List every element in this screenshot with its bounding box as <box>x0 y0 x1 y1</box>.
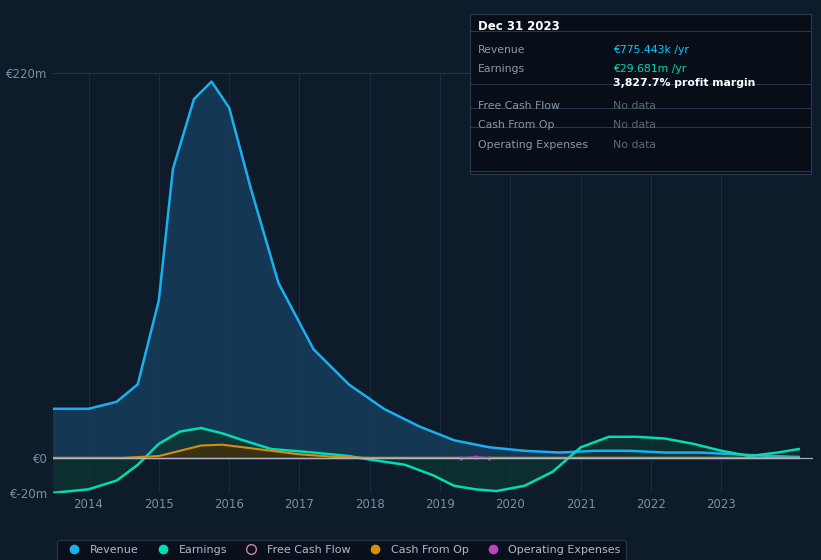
Text: Earnings: Earnings <box>478 64 525 74</box>
Text: Revenue: Revenue <box>478 45 525 55</box>
Text: €775.443k /yr: €775.443k /yr <box>613 45 689 55</box>
Text: Operating Expenses: Operating Expenses <box>478 140 588 150</box>
Text: Free Cash Flow: Free Cash Flow <box>478 101 560 111</box>
Text: Cash From Op: Cash From Op <box>478 120 554 130</box>
Text: Dec 31 2023: Dec 31 2023 <box>478 20 560 32</box>
Text: 3,827.7% profit margin: 3,827.7% profit margin <box>613 78 755 88</box>
Text: No data: No data <box>613 101 656 111</box>
Legend: Revenue, Earnings, Free Cash Flow, Cash From Op, Operating Expenses: Revenue, Earnings, Free Cash Flow, Cash … <box>57 540 626 560</box>
Text: No data: No data <box>613 140 656 150</box>
Text: No data: No data <box>613 120 656 130</box>
Text: €29.681m /yr: €29.681m /yr <box>613 64 686 74</box>
